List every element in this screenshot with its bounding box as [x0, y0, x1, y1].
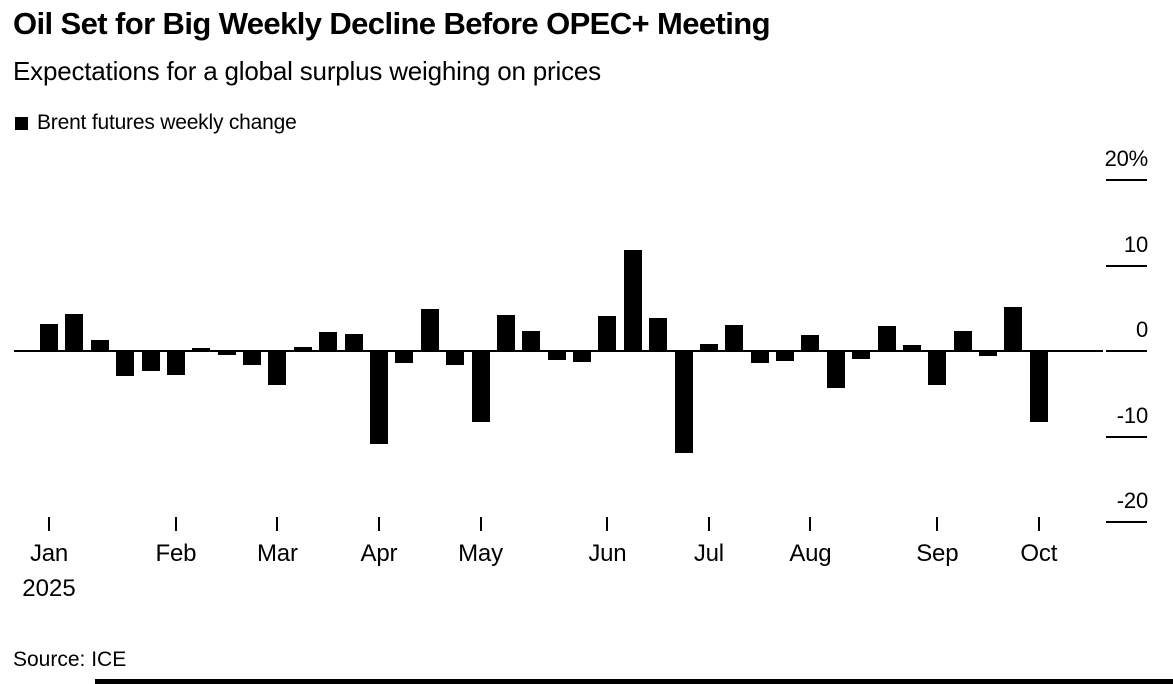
bar-week-31	[801, 334, 820, 351]
y-axis-label: -20	[1116, 488, 1148, 513]
bar-week-39	[1004, 306, 1023, 351]
bar-week-37	[953, 331, 972, 351]
bar-week-13	[344, 333, 363, 351]
chart-subtitle: Expectations for a global surplus weighi…	[13, 56, 601, 86]
bar-week-2	[65, 314, 84, 351]
x-axis-month-label: Jul	[693, 540, 724, 567]
x-axis-month-label: Oct	[1020, 540, 1058, 567]
bar-week-14	[369, 352, 388, 445]
bar-week-18	[471, 352, 490, 423]
x-axis-tick	[707, 517, 710, 531]
bar-week-6	[166, 352, 185, 376]
bar-week-30	[776, 352, 794, 361]
y-axis-label: 0	[1135, 317, 1148, 342]
x-axis-month-label: May	[458, 540, 503, 567]
bar-week-40	[1029, 352, 1048, 423]
x-axis-month-label: Aug	[789, 540, 832, 567]
y-axis-label: -10	[1116, 402, 1148, 428]
legend-swatch-icon	[15, 116, 28, 130]
bar-week-9	[243, 352, 261, 365]
bar-week-36	[928, 352, 947, 385]
x-axis-month-label: Mar	[257, 540, 298, 567]
bar-week-5	[141, 352, 160, 371]
x-axis-tick	[377, 517, 380, 531]
bar-week-3	[90, 339, 109, 351]
y-axis-label: 10	[1123, 231, 1148, 257]
bar-week-25	[649, 317, 668, 351]
bar-week-32	[826, 352, 845, 388]
bottom-crop-bar	[95, 679, 1173, 684]
legend-label: Brent futures weekly change	[37, 111, 297, 134]
x-axis-month-label: Feb	[155, 540, 197, 567]
x-axis-tick	[174, 517, 177, 531]
bar-week-12	[319, 332, 338, 351]
bar-week-1	[40, 323, 58, 351]
x-axis-tick	[479, 517, 482, 531]
bar-week-8	[217, 352, 236, 356]
x-axis-year-label: 2025	[22, 575, 76, 602]
x-axis-month-label: Jun	[588, 540, 627, 567]
bar-week-10	[268, 352, 287, 385]
bar-week-21	[547, 352, 566, 360]
bar-week-34	[877, 326, 896, 351]
x-axis-month-label: Jan	[29, 540, 69, 567]
x-axis-tick	[1037, 517, 1040, 531]
legend: Brent futures weekly change	[15, 111, 297, 135]
y-axis-tick	[1106, 435, 1147, 438]
y-axis-label: 20%	[1104, 146, 1149, 171]
x-axis-tick	[276, 517, 279, 531]
bar-week-35	[902, 345, 921, 351]
bar-week-20	[522, 330, 541, 351]
x-axis-month-label: Apr	[360, 540, 398, 567]
bar-week-23	[598, 315, 617, 351]
bar-week-16	[420, 309, 439, 351]
y-axis-tick	[1106, 264, 1147, 267]
bar-week-33	[852, 352, 871, 359]
bar-week-4	[116, 352, 135, 376]
bar-week-19	[496, 315, 515, 351]
bar-week-24	[623, 250, 642, 351]
x-axis-month-label: Sep	[916, 540, 959, 567]
x-axis-tick	[48, 517, 50, 531]
zero-axis-line	[14, 350, 1103, 352]
y-axis-tick	[1106, 521, 1147, 523]
bar-week-29	[750, 352, 769, 364]
x-axis-tick	[809, 517, 812, 531]
y-axis-tick	[1106, 179, 1147, 181]
bar-week-11	[293, 346, 312, 351]
bar-week-26	[674, 352, 693, 453]
y-axis-tick	[1106, 350, 1147, 352]
bar-week-38	[979, 352, 998, 357]
bar-week-22	[573, 352, 591, 363]
x-axis-tick	[606, 517, 609, 531]
bar-week-27	[699, 344, 718, 351]
bar-week-17	[446, 352, 465, 365]
source-attribution: Source: ICE	[13, 648, 127, 671]
bar-week-28	[725, 324, 744, 351]
x-axis-tick	[936, 517, 939, 531]
chart-title: Oil Set for Big Weekly Decline Before OP…	[13, 6, 771, 41]
bar-week-15	[395, 352, 414, 364]
bar-week-7	[192, 348, 211, 351]
